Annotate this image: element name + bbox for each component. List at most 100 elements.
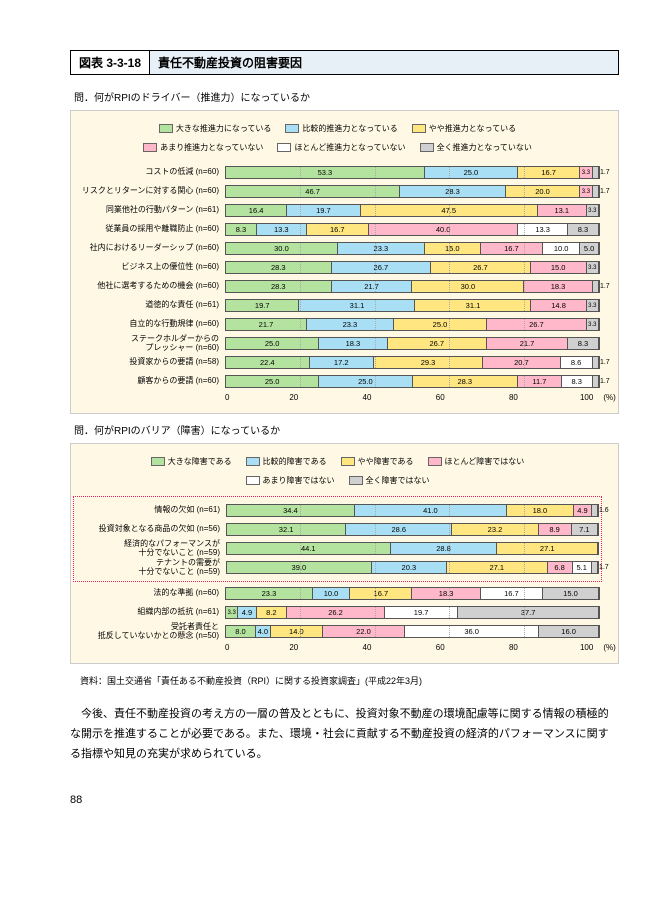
bar-segment: 8.3 — [568, 224, 599, 235]
bar-segment: 20.0 — [506, 186, 581, 197]
bar-row: 自立的な行動規律 (n=60)21.723.325.026.73.3 — [75, 315, 600, 334]
bar-row: 情報の欠如 (n=61)34.441.018.04.91.6 — [76, 501, 599, 520]
bar-row: ビジネス上の優位性 (n=60)28.326.726.715.03.3 — [75, 258, 600, 277]
bar-segment: 21.7 — [487, 338, 568, 349]
legend-swatch — [143, 143, 157, 152]
body-paragraph: 今後、責任不動産投資の考え方の一層の普及とともに、投資対象不動産の環境配慮等に関… — [70, 705, 619, 764]
bar-segment: 1.7 — [593, 357, 599, 368]
bar-segment: 25.0 — [425, 167, 518, 178]
chart1-bars: コストの低減 (n=60)53.325.016.73.31.7リスクとリターンに… — [75, 163, 600, 391]
bar-segment: 25.0 — [226, 376, 319, 387]
bar-row: 道徳的な責任 (n=61)19.731.131.114.83.3 — [75, 296, 600, 315]
bar-row: 他社に選考するための機会 (n=60)28.321.730.018.31.7 — [75, 277, 600, 296]
legend-item: あまり障害ではない — [246, 475, 335, 486]
bar-segment: 18.3 — [524, 281, 592, 292]
bar-segment: 31.1 — [299, 300, 415, 311]
bar-segment: 15.0 — [531, 262, 587, 273]
legend-swatch — [246, 457, 260, 466]
bar-segment: 3.3 — [226, 607, 238, 618]
bar-segment: 30.0 — [412, 281, 524, 292]
bar-segment: 3.3 — [587, 262, 599, 273]
legend-swatch — [285, 124, 299, 133]
chart1-area: 大きな推進力になっている比較的推進力となっているやや推進力となっているあまり推進… — [70, 110, 619, 414]
bar-segment: 1.7 — [593, 167, 599, 178]
chart1-legend: 大きな推進力になっている比較的推進力となっているやや推進力となっているあまり推進… — [118, 123, 558, 153]
bar-row-label: 自立的な行動規律 (n=60) — [75, 320, 225, 329]
legend-item: 大きな推進力になっている — [159, 123, 272, 134]
axis-tick: 80 — [509, 643, 518, 655]
legend-swatch — [341, 457, 355, 466]
bar-track: 8.04.014.022.036.016.0 — [225, 625, 600, 638]
bar-track: 44.128.827.1 — [226, 542, 599, 555]
bar-segment: 8.3 — [226, 224, 257, 235]
chart2-legend: 大きな障害である 比較的障害である やや障害である ほとんど障害ではないあまり障害では… — [118, 456, 558, 486]
bar-segment: 27.1 — [497, 543, 598, 554]
bar-segment: 20.3 — [372, 562, 447, 573]
bar-row-label: 経済的なパフォーマンスが十分でないこと (n=59) — [76, 540, 226, 558]
bar-segment: 3.3 — [587, 205, 599, 216]
chart2-highlighted-rows: 情報の欠如 (n=61)34.441.018.04.91.6 投資対象となる商品の… — [73, 496, 602, 582]
legend-item: やや推進力となっている — [412, 123, 516, 134]
bar-row-label: 道徳的な責任 (n=61) — [75, 301, 225, 310]
bar-segment: 18.3 — [412, 588, 480, 599]
bar-segment: 5.0 — [580, 243, 599, 254]
bar-row: 従業員の採用や離職防止 (n=60)8.313.316.740.013.38.3 — [75, 220, 600, 239]
bar-segment: 30.0 — [226, 243, 338, 254]
bar-segment: 14.0 — [271, 626, 323, 637]
bar-segment: 13.3 — [257, 224, 307, 235]
legend-item: 比較的障害である — [246, 456, 327, 467]
legend-item: やや障害である — [341, 456, 414, 467]
bar-row-label: 投資対象となる商品の欠如 (n=56) — [76, 525, 226, 534]
legend-item: ほとんど障害ではない — [428, 456, 525, 467]
axis-tick: 100 — [580, 393, 593, 405]
bar-row-label: ビジネス上の優位性 (n=60) — [75, 263, 225, 272]
bar-segment: 46.7 — [226, 186, 400, 197]
bar-row-label: コストの低減 (n=60) — [75, 168, 225, 177]
bar-segment: 28.6 — [346, 524, 452, 535]
bar-row: 組織内部の抵抗 (n=61)3.34.98.226.219.737.7 — [75, 603, 600, 622]
axis-tick: 100 — [580, 643, 593, 655]
bar-track: 25.025.028.311.78.31.7 — [225, 375, 600, 388]
legend-label: 大きな推進力になっている — [176, 123, 272, 134]
legend-swatch — [277, 143, 291, 152]
bar-segment: 32.1 — [227, 524, 346, 535]
legend-label: あまり障害ではない — [263, 475, 335, 486]
axis-tick: 0 — [225, 643, 229, 655]
bar-segment: 26.7 — [332, 262, 432, 273]
bar-segment: 3.3 — [580, 167, 592, 178]
bar-track: 3.34.98.226.219.737.7 — [225, 606, 600, 619]
axis-tick: 20 — [289, 643, 298, 655]
axis-tick: 20 — [289, 393, 298, 405]
bar-segment: 6.8 — [548, 562, 573, 573]
axis-tick: 40 — [363, 643, 372, 655]
chart2-bars: 情報の欠如 (n=61)34.441.018.04.91.6 投資対象となる商品の… — [75, 496, 600, 641]
figure-title: 責任不動産投資の阻害要因 — [150, 51, 618, 74]
bar-segment: 39.0 — [227, 562, 372, 573]
bar-segment: 22.4 — [226, 357, 310, 368]
legend-swatch — [349, 476, 363, 485]
bar-track: 22.417.229.320.78.61.7 — [225, 356, 600, 369]
bar-segment: 13.1 — [538, 205, 587, 216]
legend-label: ほとんど推進力となっていない — [294, 142, 405, 153]
bar-row: 経済的なパフォーマンスが十分でないこと (n=59)44.128.827.1 — [76, 539, 599, 558]
bar-segment: 16.4 — [226, 205, 287, 216]
axis-tick: 0 — [225, 393, 229, 405]
chart2-axis: 020406080100(%) — [75, 643, 600, 655]
bar-track: 16.419.747.513.13.3 — [225, 204, 600, 217]
bar-segment: 3.3 — [587, 300, 599, 311]
bar-segment: 1.7 — [593, 186, 599, 197]
bar-segment: 28.3 — [400, 186, 506, 197]
bar-segment: 44.1 — [227, 543, 391, 554]
legend-label: 大きな障害である — [168, 456, 232, 467]
legend-label: ほとんど障害ではない — [445, 456, 525, 467]
bar-row: 社内におけるリーダーシップ (n=60)30.023.315.016.710.0… — [75, 239, 600, 258]
bar-segment: 26.7 — [388, 338, 488, 349]
bar-segment: 1.7 — [592, 562, 598, 573]
chart1-question: 問．何がRPIのドライバー（推進力）になっているか — [74, 89, 619, 104]
bar-segment: 8.0 — [226, 626, 256, 637]
chart1-axis: 020406080100(%) — [75, 393, 600, 405]
bar-segment: 8.3 — [562, 376, 593, 387]
bar-segment: 26.7 — [487, 319, 587, 330]
bar-segment: 16.7 — [350, 588, 412, 599]
bar-track: 53.325.016.73.31.7 — [225, 166, 600, 179]
